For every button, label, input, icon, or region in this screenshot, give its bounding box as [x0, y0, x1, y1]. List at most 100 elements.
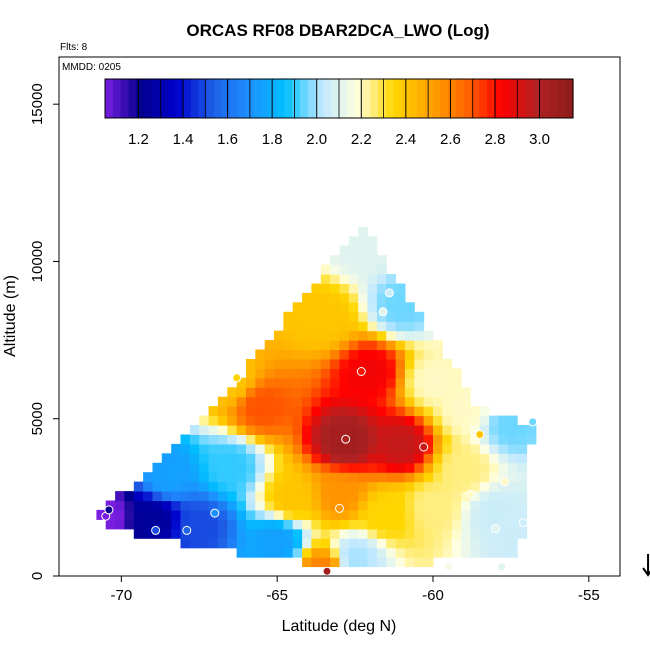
heatmap-cell [461, 425, 471, 435]
heatmap-cell [311, 396, 322, 407]
heatmap-cell [386, 481, 397, 492]
heatmap-cell [395, 340, 406, 351]
heatmap-cell [199, 509, 210, 520]
heatmap-cell [348, 415, 359, 426]
x-axis: -70 -65 -60 -55 [110, 576, 600, 604]
heatmap-cell [227, 519, 238, 530]
heatmap-cell [255, 519, 266, 530]
heatmap-cell [348, 368, 359, 379]
heatmap-cell [330, 292, 340, 303]
heatmap-cell [236, 500, 247, 511]
heatmap-cell [414, 311, 425, 322]
heatmap-cell [414, 509, 425, 520]
heatmap-cell [133, 519, 144, 530]
heatmap-cell [442, 415, 453, 426]
heatmap-cell [358, 255, 369, 266]
heatmap-cell [339, 349, 350, 360]
heatmap-cell [404, 302, 415, 313]
heatmap-cell [433, 509, 443, 520]
heatmap-cell [330, 368, 340, 379]
colorbar-segment [198, 79, 207, 118]
heatmap-cell [339, 283, 350, 294]
heatmap-cell [236, 519, 247, 530]
heatmap-cell [302, 557, 312, 568]
heatmap-cell [395, 538, 406, 549]
heatmap-cell [358, 245, 369, 256]
colorbar-segment [370, 79, 379, 118]
heatmap-cell [274, 387, 284, 398]
heatmap-cell [264, 425, 275, 435]
chart-title: ORCAS RF08 DBAR2DCA_LWO (Log) [186, 21, 489, 40]
heatmap-cell [264, 377, 275, 388]
heatmap-cell [330, 396, 340, 407]
heatmap-cell [376, 425, 387, 435]
heatmap-cell [302, 292, 312, 303]
heatmap-cell [479, 443, 490, 454]
heatmap-cell [358, 226, 369, 237]
heatmap-cell [367, 509, 378, 520]
heatmap-cell [199, 443, 210, 454]
heatmap-cell [367, 443, 378, 454]
heatmap-cell [133, 491, 144, 502]
heatmap-cell [217, 472, 228, 483]
heatmap-cell [255, 462, 266, 473]
heatmap-cell [227, 434, 238, 445]
heatmap-cell [330, 547, 340, 558]
observation-point [356, 367, 366, 376]
heatmap-cell [358, 547, 369, 558]
heatmap-cell [395, 349, 406, 360]
heatmap-cell [507, 415, 518, 426]
heatmap-cell [152, 509, 163, 520]
heatmap-cell [376, 292, 387, 303]
heatmap-cell [367, 519, 378, 530]
heatmap-cell [470, 425, 481, 435]
heatmap-cell [236, 443, 247, 454]
heatmap-cell [479, 481, 490, 492]
heatmap-cell [423, 557, 434, 568]
heatmap-cell [404, 481, 415, 492]
heatmap-cell [264, 434, 275, 445]
heatmap-cell [339, 321, 350, 332]
heatmap-cell [161, 509, 172, 520]
heatmap-cell [386, 340, 397, 351]
heatmap-cell [367, 481, 378, 492]
heatmap-cell [330, 359, 340, 369]
heatmap-cell [386, 406, 397, 417]
heatmap-cell [208, 462, 219, 473]
heatmap-cell [339, 462, 350, 473]
heatmap-cell [264, 491, 275, 502]
heatmap-cell [133, 528, 144, 539]
heatmap-cell [376, 330, 387, 341]
heatmap-cell [470, 519, 481, 530]
heatmap-cell [283, 491, 294, 502]
heatmap-cell [208, 481, 219, 492]
heatmap-cell [199, 415, 210, 426]
colorbar-segment [167, 79, 176, 118]
heatmap-cell [264, 340, 275, 351]
heatmap-cell [442, 387, 453, 398]
heatmap-cell [348, 255, 359, 266]
heatmap-cell [348, 547, 359, 558]
heatmap-cell [489, 500, 499, 511]
heatmap-cell [208, 538, 219, 549]
heatmap-cell [414, 359, 425, 369]
heatmap-cell [404, 406, 415, 417]
heatmap-cell [171, 509, 182, 520]
heatmap-cell [246, 406, 256, 417]
heatmap-cell [283, 311, 294, 322]
heatmap-cell [479, 415, 490, 426]
heatmap-cell [171, 443, 182, 454]
heatmap-cell [246, 500, 256, 511]
heatmap-cell [330, 462, 340, 473]
heatmap-cell [292, 302, 303, 313]
heatmap-cell [227, 509, 238, 520]
heatmap-cell [404, 453, 415, 464]
heatmap-cell [461, 519, 471, 530]
heatmap-cell [423, 330, 434, 341]
heatmap-cell [246, 509, 256, 520]
heatmap-cell [423, 349, 434, 360]
heatmap-cell [320, 500, 331, 511]
heatmap-cell [208, 425, 219, 435]
heatmap-cell [470, 491, 481, 502]
heatmap-cell [498, 481, 509, 492]
